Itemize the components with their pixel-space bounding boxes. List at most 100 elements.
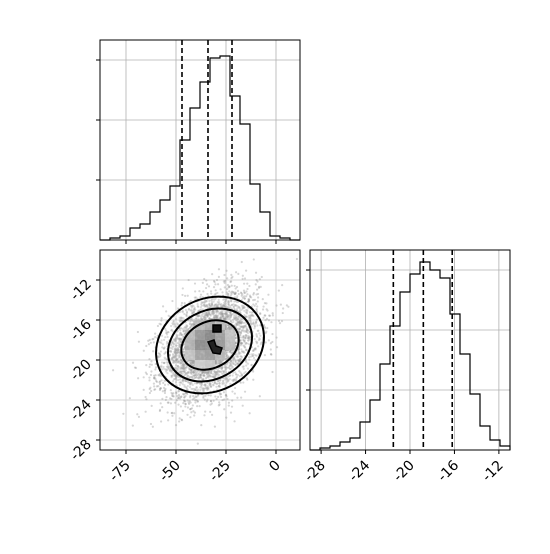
- scatter-point: [154, 366, 158, 369]
- scatter-point: [178, 356, 181, 359]
- scatter-point: [241, 296, 244, 299]
- top-histogram-frame: [99, 39, 301, 241]
- scatter-point: [230, 290, 234, 293]
- scatter-point: [163, 383, 167, 386]
- scatter-point: [152, 350, 155, 353]
- scatter-point: [183, 370, 186, 373]
- scatter-point: [203, 300, 207, 304]
- scatter-point: [227, 379, 230, 382]
- scatter-point: [230, 314, 233, 317]
- scatter-point: [150, 360, 153, 363]
- scatter-point: [182, 365, 185, 368]
- scatter-point: [220, 310, 223, 313]
- scatter-point: [198, 375, 201, 378]
- scatter-point: [156, 324, 160, 328]
- scatter-point: [263, 314, 266, 317]
- scatter-point: [225, 291, 228, 294]
- scatter-point: [191, 404, 194, 407]
- scatter-point: [179, 405, 182, 408]
- scatter-point: [210, 313, 213, 316]
- scatter-point: [180, 319, 183, 322]
- scatter-point: [229, 313, 233, 316]
- scatter-point: [201, 387, 204, 390]
- scatter-point: [174, 424, 178, 427]
- scatter-point: [158, 382, 162, 386]
- scatter-point: [260, 275, 263, 279]
- scatter-point: [206, 292, 209, 296]
- scatter-point: [177, 390, 180, 393]
- scatter-point: [198, 290, 201, 293]
- scatter-point: [226, 283, 229, 287]
- scatter-point: [182, 350, 185, 354]
- scatter-point: [157, 356, 160, 359]
- scatter-point: [212, 375, 215, 379]
- scatter-point: [180, 362, 183, 365]
- scatter-point: [180, 395, 183, 398]
- scatter-point: [173, 351, 176, 354]
- scatter-point: [192, 390, 196, 393]
- scatter-point: [154, 368, 157, 371]
- scatter-point: [193, 374, 197, 377]
- scatter-point: [148, 376, 151, 379]
- scatter-point: [257, 296, 260, 299]
- scatter-point: [249, 245, 251, 247]
- scatter-point: [228, 325, 232, 328]
- scatter-point: [160, 361, 164, 364]
- scatter-point: [203, 414, 206, 417]
- scatter-point: [246, 378, 249, 381]
- scatter-point: [246, 308, 249, 312]
- scatter-point: [194, 395, 197, 398]
- scatter-point: [205, 279, 208, 282]
- scatter-point: [200, 376, 203, 379]
- scatter-point: [174, 338, 177, 341]
- scatter-point: [192, 311, 195, 315]
- scatter-point: [153, 374, 156, 377]
- scatter-point: [243, 390, 247, 393]
- scatter-point: [201, 281, 204, 284]
- scatter-point: [189, 326, 192, 329]
- scatter-point: [166, 411, 169, 414]
- scatter-point: [232, 359, 235, 362]
- scatter-point: [192, 371, 195, 374]
- scatter-point: [277, 289, 280, 292]
- scatter-point: [178, 397, 182, 400]
- scatter-point: [218, 385, 221, 388]
- scatter-point: [233, 292, 236, 295]
- scatter-point: [183, 302, 186, 305]
- scatter-point: [181, 293, 184, 297]
- x-tick-label: -12: [479, 458, 506, 485]
- scatter-point: [247, 298, 251, 301]
- scatter-point: [187, 401, 190, 404]
- scatter-point: [268, 314, 271, 317]
- scatter-point: [190, 324, 193, 327]
- scatter-point: [242, 365, 245, 368]
- y-tick-label: -24: [67, 396, 95, 424]
- scatter-point: [190, 411, 193, 414]
- scatter-point: [136, 413, 139, 416]
- scatter-point: [165, 370, 168, 373]
- scatter-point: [147, 339, 150, 342]
- scatter-point: [264, 319, 267, 322]
- scatter-point: [219, 360, 222, 364]
- scatter-point: [262, 316, 265, 319]
- scatter-point: [256, 305, 259, 308]
- scatter-point: [255, 278, 258, 282]
- scatter-point: [187, 307, 191, 311]
- scatter-point: [216, 315, 219, 318]
- scatter-point: [163, 389, 167, 392]
- scatter-point: [230, 276, 233, 280]
- scatter-point: [193, 387, 196, 391]
- scatter-point: [175, 355, 178, 358]
- scatter-point: [222, 370, 226, 373]
- scatter-point: [237, 292, 240, 296]
- scatter-point: [236, 319, 239, 322]
- scatter-point: [219, 313, 222, 316]
- scatter-point: [174, 356, 177, 360]
- scatter-point: [153, 376, 156, 379]
- scatter-point: [178, 420, 181, 423]
- scatter-point: [180, 338, 183, 342]
- scatter-point: [148, 379, 151, 382]
- scatter-point: [234, 271, 238, 274]
- scatter-point: [252, 378, 255, 381]
- scatter-point: [167, 314, 170, 317]
